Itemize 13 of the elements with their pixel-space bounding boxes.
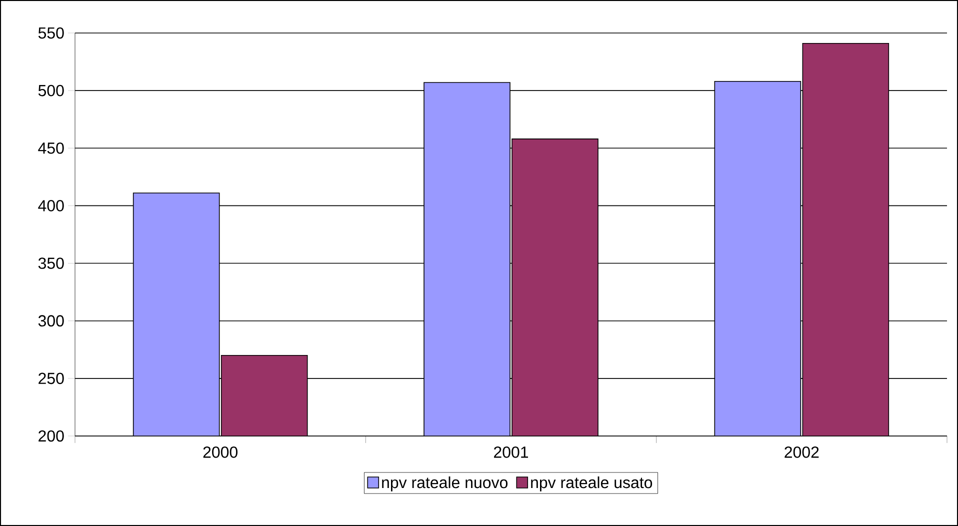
x-tick-label: 2000 xyxy=(203,446,238,458)
y-tick-label: 450 xyxy=(38,142,64,154)
y-tick-label: 500 xyxy=(38,84,64,96)
y-tick-label: 200 xyxy=(38,430,64,442)
legend-label: npv rateale nuovo xyxy=(382,476,508,492)
y-tick-label: 400 xyxy=(38,200,64,212)
x-tick-label: 2001 xyxy=(494,446,528,458)
y-tick-label: 350 xyxy=(38,258,64,269)
y-tick-label: 550 xyxy=(38,27,64,39)
y-tick-label: 300 xyxy=(38,315,64,327)
x-tick-label: 2002 xyxy=(784,446,819,458)
y-tick-label: 250 xyxy=(38,372,64,384)
legend-label: npv rateale usato xyxy=(531,476,652,492)
